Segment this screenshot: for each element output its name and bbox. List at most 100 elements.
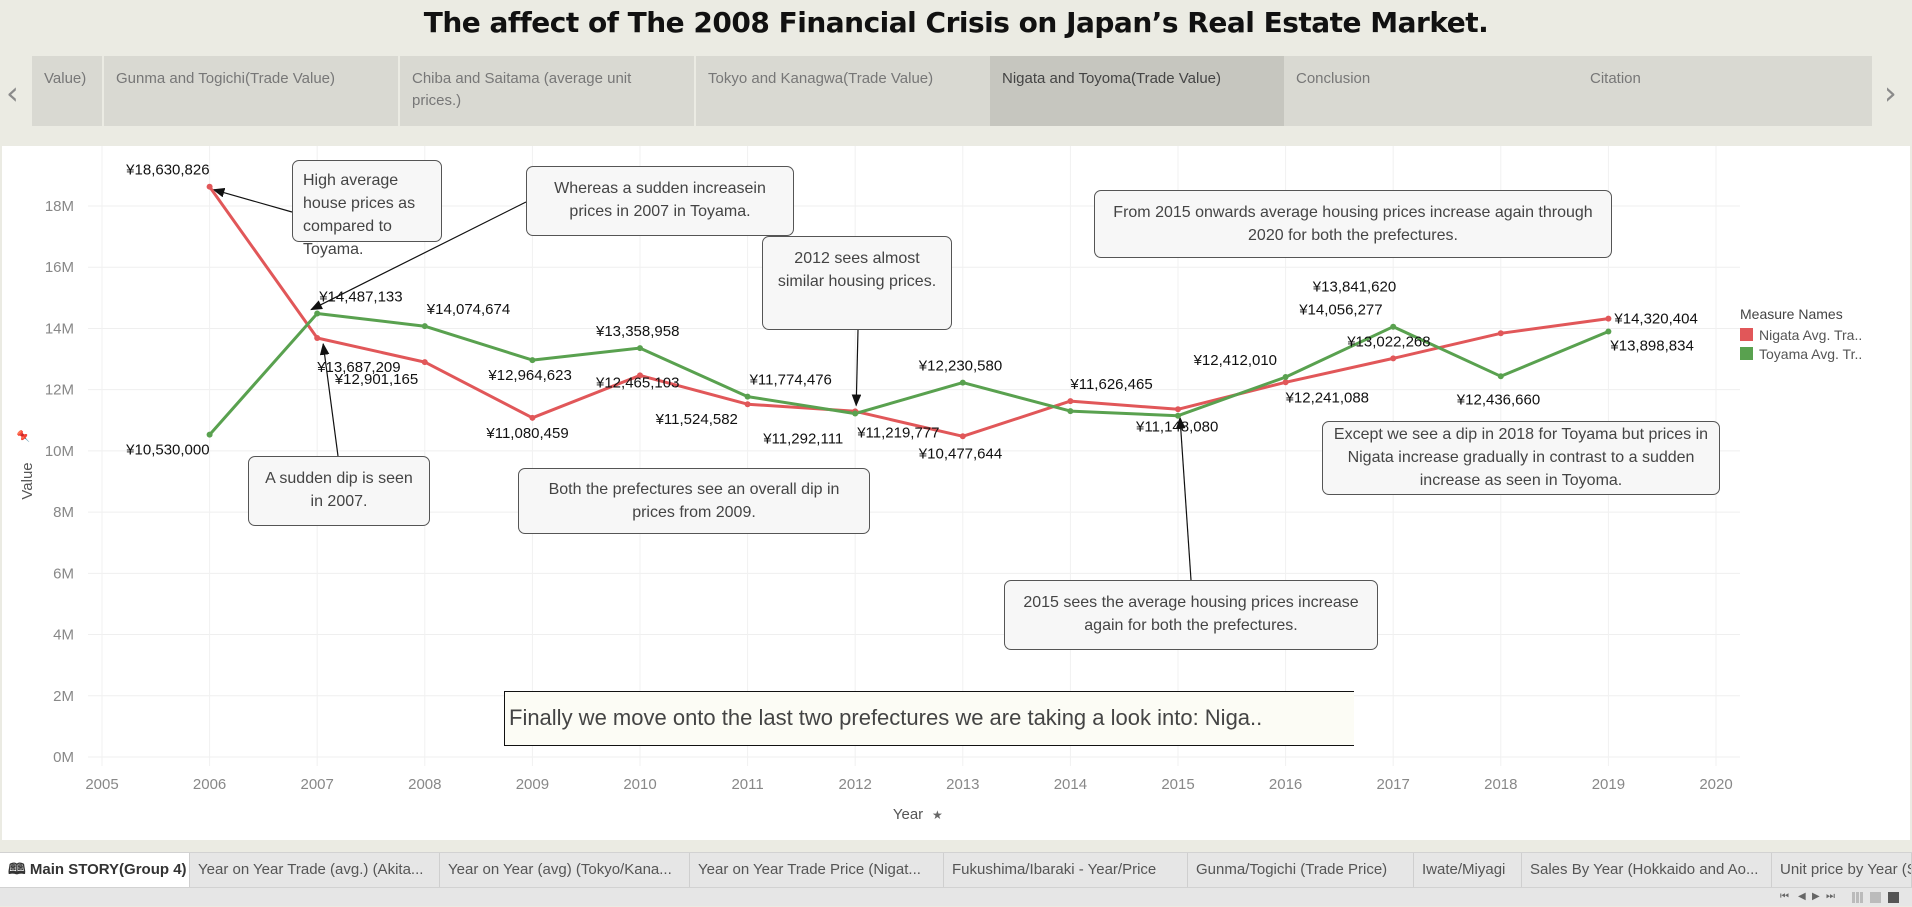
sheet-tab-nigata[interactable]: Year on Year Trade Price (Nigat... xyxy=(690,853,944,887)
data-label: ¥12,230,580 xyxy=(918,358,1002,375)
data-point xyxy=(1282,374,1289,381)
data-label: ¥14,074,674 xyxy=(426,301,510,318)
legend-swatch xyxy=(1740,328,1753,341)
annotation-increase-2007: Whereas a sudden increasein prices in 20… xyxy=(526,166,794,236)
legend-title: Measure Names xyxy=(1740,306,1843,322)
grid-view-icon[interactable] xyxy=(1852,892,1863,903)
annotation-dip-2007: A sudden dip is seen in 2007. xyxy=(248,456,430,526)
data-label: ¥11,774,476 xyxy=(749,372,832,389)
data-label: ¥11,524,582 xyxy=(655,411,738,428)
legend-swatch xyxy=(1740,347,1753,360)
data-label: ¥12,465,103 xyxy=(595,374,679,391)
series-line-nigata xyxy=(208,185,1609,438)
story-point-tokyo-kanagwa[interactable]: Tokyo and Kanagwa(Trade Value) xyxy=(696,56,992,126)
story-point-nigata-toyoma[interactable]: Nigata and Toyoma(Trade Value) xyxy=(990,56,1286,126)
x-tick-label: 2008 xyxy=(408,776,441,793)
pin-icon[interactable]: 📌 xyxy=(16,429,30,443)
annotation-similar-2012: 2012 sees almost similar housing prices. xyxy=(762,236,952,330)
data-label: ¥13,022,268 xyxy=(1346,333,1430,350)
x-axis-ticks: 2005 2006 2007 2008 2009 2010 2011 2012 2013 2014… xyxy=(85,776,1732,793)
sheet-tab-main-story[interactable]: 🕮 Main STORY(Group 4) xyxy=(0,853,190,887)
story-point-label: Citation xyxy=(1590,70,1641,87)
first-sheet-icon[interactable]: ⏮ xyxy=(1780,891,1789,902)
filmstrip-view-icon[interactable] xyxy=(1870,892,1881,903)
data-point xyxy=(637,372,643,379)
data-label: ¥12,901,165 xyxy=(334,371,418,388)
y-tick-label: 10M xyxy=(45,443,74,460)
annotation-arrow xyxy=(310,201,527,311)
data-point xyxy=(314,335,321,342)
tabs-view-icon[interactable] xyxy=(1888,892,1899,903)
x-tick-label: 2020 xyxy=(1699,776,1732,793)
data-labels: ¥18,630,826 ¥13,687,209¥12,901,165 ¥11,080… xyxy=(125,162,1698,463)
data-point xyxy=(744,393,751,400)
legend-item-toyama[interactable]: Toyama Avg. Tr.. xyxy=(1740,344,1910,363)
chevron-left-icon[interactable]: ‹ xyxy=(6,74,19,112)
pin-icon[interactable]: ★ xyxy=(932,808,943,822)
last-sheet-icon[interactable]: ⏭ xyxy=(1826,891,1835,902)
y-axis-ticks: 0M 2M 4M 6M 8M 10M 12M 14M 16M 18M xyxy=(45,198,74,766)
data-point xyxy=(744,401,751,408)
data-point xyxy=(1605,315,1612,322)
data-label: ¥11,080,459 xyxy=(485,425,568,442)
data-point xyxy=(637,345,643,352)
x-tick-label: 2009 xyxy=(516,776,549,793)
x-axis-title: Year xyxy=(893,806,923,823)
story-point-0[interactable]: Value) xyxy=(32,56,104,126)
data-point xyxy=(1282,379,1289,386)
data-label: ¥11,219,777 xyxy=(856,425,939,442)
chevron-right-icon[interactable]: › xyxy=(1884,74,1897,112)
data-label: ¥10,530,000 xyxy=(125,442,209,459)
sheet-tab-tokyo-kana[interactable]: Year on Year (avg) (Tokyo/Kana... xyxy=(440,853,690,887)
data-point xyxy=(1390,323,1397,330)
story-caption[interactable]: Finally we move onto the last two prefec… xyxy=(504,691,1354,746)
series-line-toyama xyxy=(208,312,1609,436)
story-point-label: Gunma and Togichi(Trade Value) xyxy=(116,70,336,87)
sheet-tab-fukushima-ibaraki[interactable]: Fukushima/Ibaraki - Year/Price xyxy=(944,853,1188,887)
x-tick-label: 2016 xyxy=(1269,776,1302,793)
data-point xyxy=(314,310,321,317)
data-point xyxy=(206,431,213,438)
data-label: ¥14,320,404 xyxy=(1613,311,1697,328)
data-label: ¥12,436,660 xyxy=(1456,391,1540,408)
series-points xyxy=(206,183,1612,440)
story-point-conclusion[interactable]: Conclusion xyxy=(1284,56,1580,126)
data-point xyxy=(1605,328,1612,335)
y-tick-label: 2M xyxy=(53,688,74,705)
sheet-tab-gunma-togichi[interactable]: Gunma/Togichi (Trade Price) xyxy=(1188,853,1414,887)
story-point-label: Chiba and Saitama (average unit prices.) xyxy=(412,70,632,109)
sheet-tab-akita[interactable]: Year on Year Trade (avg.) (Akita... xyxy=(190,853,440,887)
data-point xyxy=(529,414,536,421)
prev-sheet-icon[interactable]: ◀ xyxy=(1798,891,1806,902)
story-point-chiba-saitama[interactable]: Chiba and Saitama (average unit prices.) xyxy=(400,56,696,126)
annotation-arrow xyxy=(212,188,293,213)
story-point-gunma-togichi[interactable]: Gunma and Togichi(Trade Value) xyxy=(104,56,400,126)
data-label: ¥10,477,644 xyxy=(918,445,1002,462)
y-axis-title: Value xyxy=(19,462,36,499)
data-label: ¥13,687,209 xyxy=(316,359,400,376)
data-point xyxy=(206,183,213,190)
legend-item-nigata[interactable]: Nigata Avg. Tra.. xyxy=(1740,325,1910,344)
data-point xyxy=(959,379,966,386)
data-label: ¥13,358,958 xyxy=(595,323,679,340)
next-sheet-icon[interactable]: ▶ xyxy=(1812,891,1820,902)
status-bar: ⏮ ◀ ▶ ⏭ xyxy=(0,887,1912,907)
data-point xyxy=(959,433,966,440)
annotation-arrow xyxy=(319,342,339,457)
data-label: ¥12,241,088 xyxy=(1285,389,1369,406)
sheet-tab-iwate-miyagi[interactable]: Iwate/Miyagi xyxy=(1414,853,1522,887)
data-label: ¥11,292,111 xyxy=(762,430,843,447)
x-tick-label: 2019 xyxy=(1592,776,1625,793)
data-point xyxy=(1175,406,1181,413)
data-point xyxy=(1497,330,1504,337)
sheet-tab-hokkaido[interactable]: Sales By Year (Hokkaido and Ao... xyxy=(1522,853,1772,887)
data-point xyxy=(1175,412,1181,419)
data-label: ¥12,964,623 xyxy=(487,367,571,384)
data-point xyxy=(421,323,428,330)
data-label: ¥14,056,277 xyxy=(1298,302,1382,319)
sheet-tab-unit-price[interactable]: Unit price by Year (S xyxy=(1772,853,1912,887)
story-point-citation[interactable]: Citation xyxy=(1578,56,1874,126)
x-tick-label: 2006 xyxy=(193,776,226,793)
x-tick-label: 2012 xyxy=(839,776,872,793)
